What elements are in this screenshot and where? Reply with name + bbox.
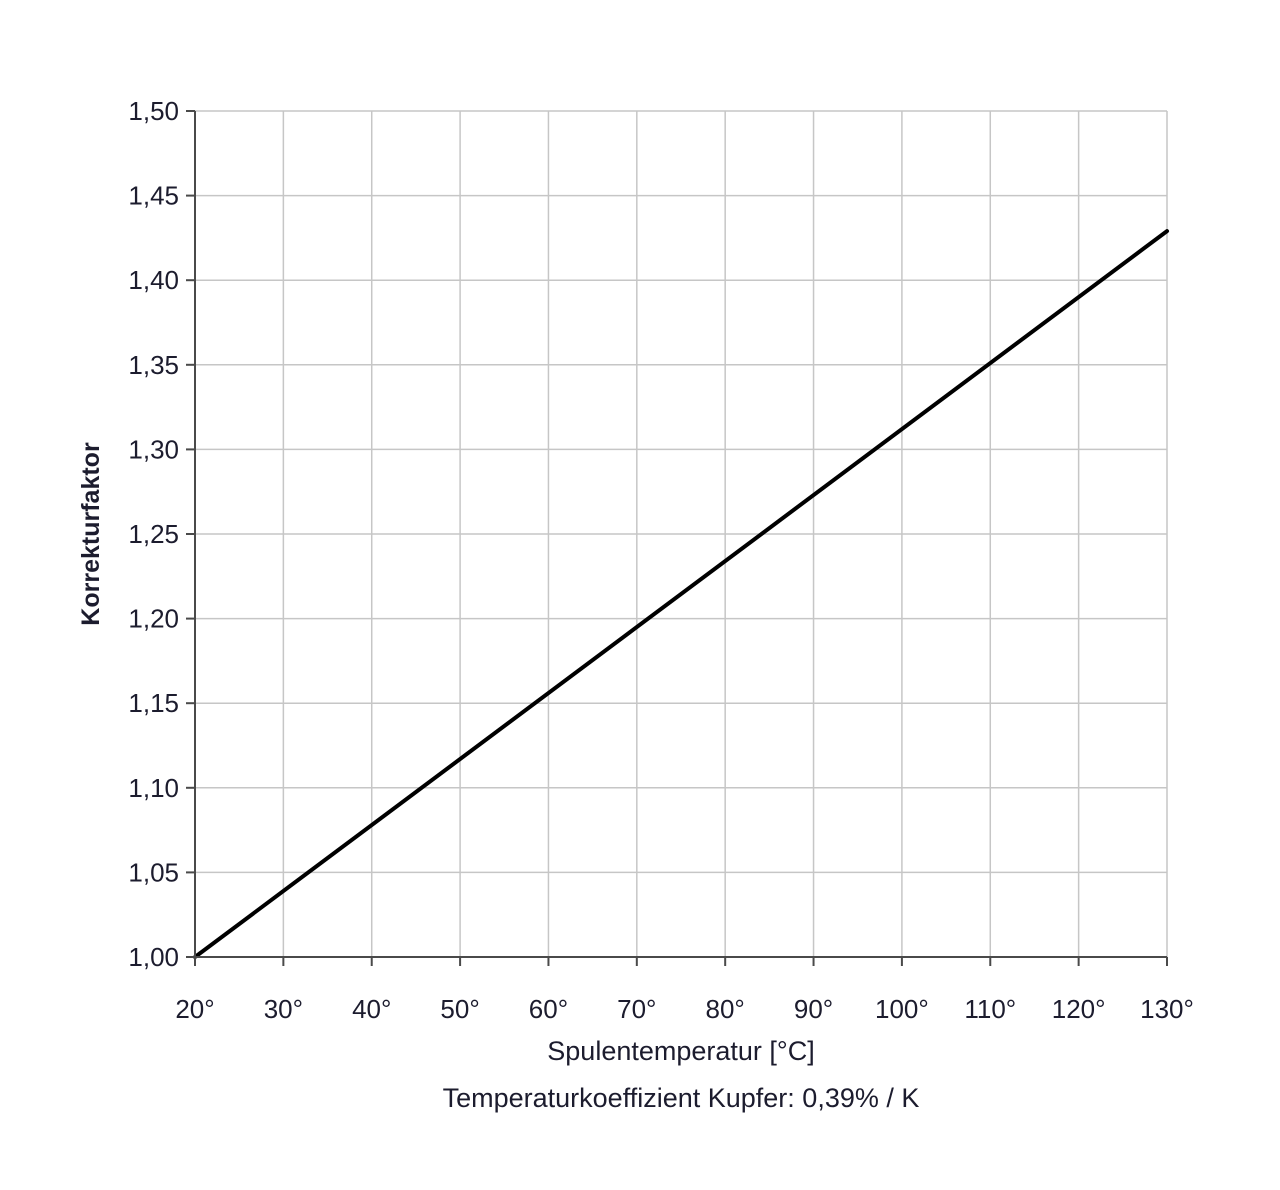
series-line — [193, 229, 1169, 959]
x-tick-label: 50° — [440, 994, 479, 1024]
y-axis-title: Korrekturfaktor — [77, 442, 105, 626]
x-tick-label: 130° — [1140, 994, 1194, 1024]
series-layer — [193, 229, 1169, 959]
y-tick-label: 1,50 — [128, 96, 179, 126]
x-tick-label: 20° — [175, 994, 214, 1024]
x-tick-labels: 20° 30° 40° 50° 60° 70° 80° 90° 100° 110° 120° 130° — [175, 994, 1194, 1024]
x-tick-label: 30° — [264, 994, 303, 1024]
y-tick-label: 1,40 — [128, 265, 179, 295]
x-tick-label: 120° — [1052, 994, 1106, 1024]
grid — [195, 110, 1168, 957]
y-tick-label: 1,25 — [128, 519, 179, 549]
x-tick-label: 40° — [352, 994, 391, 1024]
x-tick-label: 100° — [875, 994, 929, 1024]
x-tick-label: 110° — [964, 994, 1016, 1024]
x-tick-label: 90° — [794, 994, 833, 1024]
x-tick-label: 70° — [617, 994, 656, 1024]
chart-note: Temperaturkoeffizient Kupfer: 0,39% / K — [443, 1083, 920, 1113]
axes — [186, 110, 1168, 966]
x-tick-label: 60° — [529, 994, 568, 1024]
y-tick-labels: 1,00 1,05 1,10 1,15 1,20 1,25 1,30 1,35 1,40 1,45… — [128, 96, 179, 972]
x-axis-title: Spulentemperatur [°C] — [547, 1036, 814, 1066]
y-tick-label: 1,35 — [128, 350, 179, 380]
y-tick-label: 1,10 — [128, 773, 179, 803]
y-tick-label: 1,30 — [128, 434, 179, 464]
y-tick-label: 1,20 — [128, 604, 179, 634]
y-tick-label: 1,45 — [128, 181, 179, 211]
y-tick-label: 1,15 — [128, 688, 179, 718]
y-tick-label: 1,05 — [128, 857, 179, 887]
x-tick-label: 80° — [706, 994, 745, 1024]
y-tick-label: 1,00 — [128, 942, 179, 972]
